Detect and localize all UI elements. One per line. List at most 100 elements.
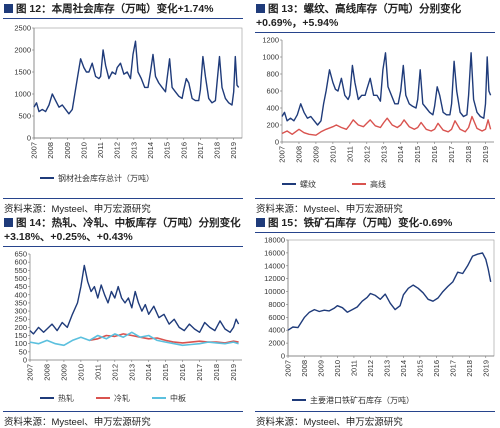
x-tick-label: 2014 — [396, 146, 405, 163]
y-tick-label: 150 — [14, 331, 27, 340]
x-tick-label: 2012 — [110, 364, 119, 381]
y-tick-label: 0 — [23, 356, 27, 365]
title-marker-icon — [256, 218, 265, 227]
legend-label-2: 冷轧 — [114, 393, 130, 403]
x-tick-label: 2016 — [179, 142, 188, 159]
y-tick-label: 550 — [14, 266, 27, 275]
x-tick-label: 2019 — [229, 364, 238, 381]
panel-fig14: 图 14：热轧、冷轧、中板库存（万吨）分别变化+3.18%、+0.25%、+0.… — [0, 214, 248, 428]
y-tick-label: 10000 — [264, 287, 285, 296]
y-tick-label: 450 — [14, 282, 27, 291]
y-tick-label: 500 — [14, 274, 27, 283]
panel-fig15: 图 15：铁矿石库存（万吨）变化-0.69% 0 2000 4000 6000 8000… — [252, 214, 500, 428]
x-tick-label: 2008 — [294, 146, 303, 163]
x-tick-label: 2015 — [163, 142, 172, 159]
title-separator — [3, 18, 243, 19]
x-tick-label: 2008 — [42, 364, 51, 381]
x-tick-label: 2018 — [465, 360, 474, 377]
legend-label-1: 热轧 — [58, 393, 74, 403]
series-line-3 — [29, 331, 239, 347]
source-separator — [255, 198, 495, 199]
y-tick-label: 1500 — [14, 68, 31, 77]
x-tick-label: 2007 — [284, 360, 293, 377]
x-tick-label: 2011 — [93, 364, 102, 380]
y-tick-label: 800 — [266, 70, 279, 79]
figure-title-text: 图 12：本周社会库存（万吨）变化+1.74% — [16, 3, 214, 15]
x-tick-label: 2012 — [113, 142, 122, 159]
figure-title-text: 图 13：螺纹、高线库存（万吨）分别变化+0.69%，+5.94% — [256, 3, 462, 29]
title-separator — [3, 246, 243, 247]
x-tick-label: 2018 — [464, 146, 473, 163]
source-separator — [255, 411, 495, 412]
x-tick-label: 2009 — [311, 146, 320, 163]
x-tick-label: 2017 — [196, 142, 205, 159]
y-tick-label: 350 — [14, 298, 27, 307]
y-tick-label: 200 — [266, 121, 279, 130]
series-line-1 — [281, 52, 492, 126]
legend-label-1: 主要港口铁矿石库存（万吨） — [310, 395, 414, 405]
x-tick-label: 2015 — [413, 146, 422, 163]
y-tick-label: 8000 — [268, 300, 285, 309]
panel-fig12: 图 12：本周社会库存（万吨）变化+1.74% 0 500 1000 1500 2000… — [0, 0, 248, 215]
title-separator — [255, 232, 495, 233]
figure-title: 图 15：铁矿石库存（万吨）变化-0.69% — [256, 216, 496, 230]
x-tick-label: 2007 — [278, 146, 287, 163]
x-tick-label: 2013 — [379, 146, 388, 163]
y-tick-label: 0 — [281, 352, 285, 361]
x-tick-label: 2012 — [366, 360, 375, 377]
source-note: 资料来源：Mysteel、申万宏源研究 — [4, 204, 151, 215]
x-tick-label: 2014 — [146, 142, 155, 159]
x-tick-label: 2015 — [161, 364, 170, 381]
x-tick-label: 2013 — [129, 142, 138, 159]
y-tick-label: 300 — [14, 307, 27, 316]
x-tick-label: 2011 — [345, 146, 354, 162]
plot-frame — [287, 239, 495, 357]
x-tick-label: 2014 — [399, 360, 408, 377]
title-marker-icon — [256, 4, 265, 13]
y-tick-label: 200 — [14, 323, 27, 332]
source-note: 资料来源：Mysteel、申万宏源研究 — [256, 204, 403, 215]
x-tick-label: 2009 — [63, 142, 72, 159]
y-tick-label: 1000 — [262, 53, 279, 62]
chart-fig13: 0 200 400 600 800 1000 1200 2007 2008 2009 2010 201… — [262, 36, 494, 189]
x-tick-label: 2019 — [481, 360, 490, 377]
title-separator — [255, 32, 495, 33]
y-tick-label: 100 — [14, 339, 27, 348]
source-separator — [3, 411, 243, 412]
title-marker-icon — [4, 218, 13, 227]
x-tick-label: 2009 — [316, 360, 325, 377]
series-line-1 — [29, 264, 240, 335]
title-marker-icon — [4, 4, 13, 13]
x-tick-label: 2015 — [415, 360, 424, 377]
y-tick-label: 250 — [14, 315, 27, 324]
y-tick-label: 18000 — [264, 236, 285, 245]
y-tick-label: 2000 — [14, 46, 31, 55]
legend-label-3: 中板 — [170, 393, 186, 403]
x-tick-label: 2010 — [79, 142, 88, 159]
y-tick-label: 1200 — [262, 36, 279, 45]
y-tick-label: 400 — [266, 104, 279, 113]
y-tick-label: 16000 — [264, 248, 285, 257]
x-tick-label: 2016 — [178, 364, 187, 381]
legend-label-1: 钢材社会库存总计（万吨） — [58, 173, 154, 183]
figure-title-text: 图 15：铁矿石库存（万吨）变化-0.69% — [268, 217, 453, 229]
plot-frame — [33, 27, 243, 139]
y-tick-label: 0 — [27, 134, 31, 143]
y-tick-label: 650 — [14, 250, 27, 259]
x-tick-label: 2007 — [26, 364, 35, 381]
legend-label-2: 高线 — [370, 179, 386, 189]
x-tick-label: 2016 — [430, 146, 439, 163]
y-tick-label: 600 — [14, 258, 27, 267]
figure-title: 图 13：螺纹、高线库存（万吨）分别变化+0.69%，+5.94% — [256, 2, 496, 30]
source-note: 资料来源：Mysteel、申万宏源研究 — [4, 417, 151, 428]
y-tick-label: 6000 — [268, 313, 285, 322]
x-tick-label: 2010 — [333, 360, 342, 377]
x-tick-label: 2010 — [76, 364, 85, 381]
x-tick-label: 2008 — [300, 360, 309, 377]
x-tick-label: 2017 — [195, 364, 204, 381]
x-tick-label: 2013 — [382, 360, 391, 377]
chart-fig15: 0 2000 4000 6000 8000 10000 12000 14000 16000 180… — [264, 236, 495, 405]
x-tick-label: 2017 — [448, 360, 457, 377]
y-tick-label: 0 — [275, 138, 279, 147]
